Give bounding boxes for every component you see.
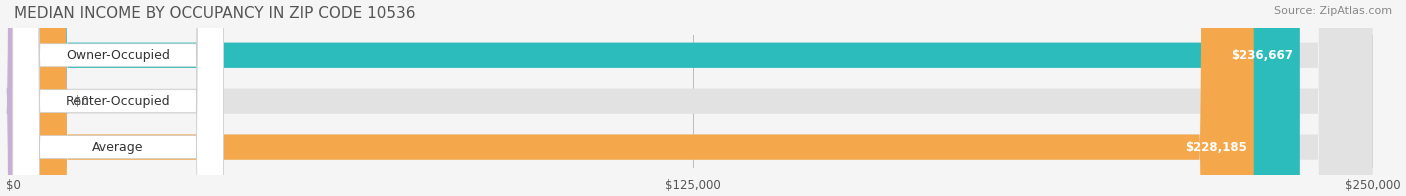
FancyBboxPatch shape <box>13 0 224 196</box>
Text: $236,667: $236,667 <box>1232 49 1294 62</box>
FancyBboxPatch shape <box>13 0 1372 196</box>
FancyBboxPatch shape <box>13 0 224 196</box>
Text: MEDIAN INCOME BY OCCUPANCY IN ZIP CODE 10536: MEDIAN INCOME BY OCCUPANCY IN ZIP CODE 1… <box>14 6 416 21</box>
Text: $0: $0 <box>75 95 90 108</box>
FancyBboxPatch shape <box>13 0 1372 196</box>
FancyBboxPatch shape <box>13 0 1301 196</box>
Text: Renter-Occupied: Renter-Occupied <box>66 95 170 108</box>
FancyBboxPatch shape <box>7 0 67 196</box>
FancyBboxPatch shape <box>13 0 1372 196</box>
Text: $228,185: $228,185 <box>1185 141 1247 154</box>
Text: Source: ZipAtlas.com: Source: ZipAtlas.com <box>1274 6 1392 16</box>
FancyBboxPatch shape <box>13 0 224 196</box>
Text: Average: Average <box>93 141 143 154</box>
FancyBboxPatch shape <box>13 0 1254 196</box>
Text: Owner-Occupied: Owner-Occupied <box>66 49 170 62</box>
